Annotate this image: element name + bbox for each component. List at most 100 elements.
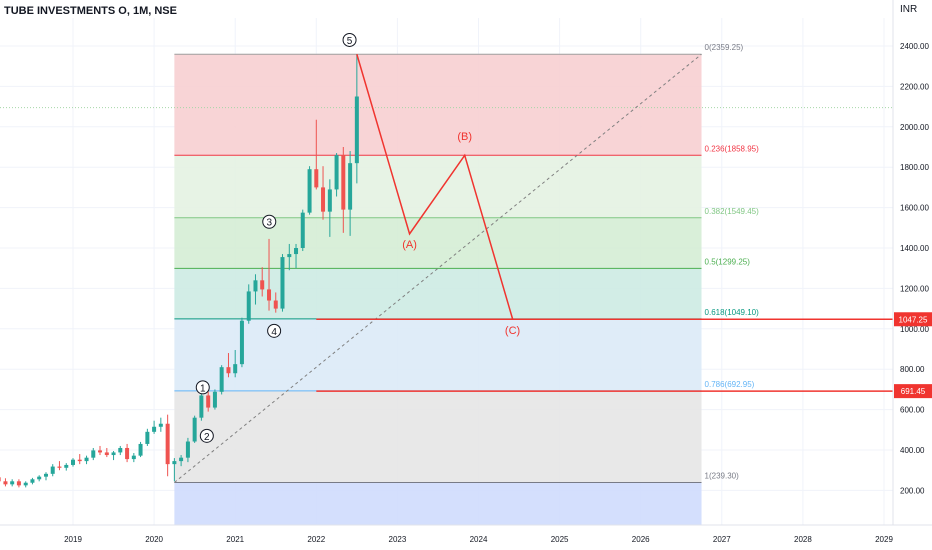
fib-band xyxy=(174,217,702,269)
y-tick-label: 2000.00 xyxy=(900,123,929,132)
price-tag-label: 691.45 xyxy=(901,387,926,396)
fib-level-label: 0.382(1549.45) xyxy=(705,207,760,216)
candle-body xyxy=(246,291,251,321)
candle-body xyxy=(354,96,359,164)
candle-body xyxy=(185,441,190,458)
candle-body xyxy=(71,459,75,465)
candle-body xyxy=(253,280,258,292)
candle-body xyxy=(307,169,312,213)
candle-body xyxy=(192,417,197,442)
currency-label: INR xyxy=(900,4,918,15)
fib-level-label: 0(2359.25) xyxy=(705,43,744,52)
candle-body xyxy=(267,289,272,301)
candle-body xyxy=(287,254,292,258)
x-tick-label: 2028 xyxy=(794,535,812,544)
fib-level-label: 0.786(692.95) xyxy=(705,380,755,389)
x-tick-label: 2022 xyxy=(307,535,325,544)
candle-body xyxy=(57,466,62,468)
candle-body xyxy=(314,169,319,188)
y-tick-label: 1000.00 xyxy=(900,325,929,334)
fib-band xyxy=(174,482,702,525)
projection-path xyxy=(356,54,514,320)
candle-body xyxy=(30,479,35,483)
candle-body xyxy=(294,248,299,255)
candle-body xyxy=(199,395,204,418)
y-tick-label: 1200.00 xyxy=(900,284,929,293)
candle-body xyxy=(138,443,143,456)
candle-body xyxy=(50,466,55,474)
chart-title: TUBE INVESTMENTS O, 1M, NSE xyxy=(4,5,177,17)
x-tick-label: 2020 xyxy=(145,535,163,544)
candle-body xyxy=(125,447,130,460)
candle-body xyxy=(3,481,8,485)
candle-body xyxy=(280,257,285,309)
fib-band xyxy=(174,155,702,218)
x-tick-label: 2023 xyxy=(389,535,407,544)
y-tick-label: 400.00 xyxy=(900,446,925,455)
candle-body xyxy=(165,423,170,465)
candle-body xyxy=(239,320,244,365)
wave-label: 5 xyxy=(347,36,353,47)
candle-body xyxy=(206,395,211,408)
candle-body xyxy=(348,163,353,210)
wave-label: 4 xyxy=(271,327,277,338)
y-tick-label: 1400.00 xyxy=(900,244,929,253)
wave-label-circle xyxy=(342,32,357,47)
candle-body xyxy=(16,481,21,486)
y-tick-label: 1800.00 xyxy=(900,163,929,172)
fib-level-label: 1(239.30) xyxy=(705,471,740,480)
fib-band xyxy=(174,390,702,483)
candle-body xyxy=(212,391,217,408)
fib-band xyxy=(174,54,702,156)
x-tick-label: 2029 xyxy=(875,535,893,544)
candle-body xyxy=(98,450,103,453)
candle-body xyxy=(77,459,82,462)
wave-label: 1 xyxy=(200,383,206,394)
candle-body xyxy=(118,447,123,453)
y-tick-label: 1600.00 xyxy=(900,204,929,213)
candle-body xyxy=(0,477,1,482)
fib-level-label: 0.618(1049.10) xyxy=(705,308,760,317)
price-tag xyxy=(894,312,932,327)
candle-body xyxy=(321,187,326,212)
wave-label-circle xyxy=(267,323,282,338)
candle-body xyxy=(158,423,163,427)
candle-body xyxy=(111,452,116,456)
candle-body xyxy=(23,482,28,486)
candle-body xyxy=(226,367,231,374)
projection-label: (A) xyxy=(402,239,417,251)
wave-label-circle xyxy=(195,380,210,395)
candle-body xyxy=(179,457,184,462)
projection-label: (C) xyxy=(505,325,520,337)
candle-body xyxy=(172,461,177,465)
candle-body xyxy=(91,450,96,458)
candle-body xyxy=(273,300,278,309)
candle-body xyxy=(10,481,15,485)
projection-label: (B) xyxy=(457,131,472,143)
x-tick-label: 2019 xyxy=(64,535,82,544)
candle-body xyxy=(104,452,109,456)
fib-band xyxy=(174,268,702,319)
candle-body xyxy=(334,155,339,190)
price-tag-label: 1047.25 xyxy=(899,315,928,324)
wave-label-circle xyxy=(199,428,214,443)
candle-body xyxy=(300,212,305,248)
candle-body xyxy=(131,455,136,460)
y-tick-label: 600.00 xyxy=(900,406,925,415)
wave-label: 3 xyxy=(266,218,272,229)
price-tag xyxy=(894,384,932,399)
candle-body xyxy=(219,367,224,392)
trend-line xyxy=(174,53,702,483)
x-tick-label: 2025 xyxy=(551,535,569,544)
fib-level-label: 0.5(1299.25) xyxy=(705,257,751,266)
y-tick-label: 2400.00 xyxy=(900,42,929,51)
fib-band xyxy=(174,318,702,391)
y-tick-label: 2200.00 xyxy=(900,82,929,91)
candle-body xyxy=(152,426,157,432)
wave-label-circle xyxy=(262,214,277,229)
candle-body xyxy=(341,155,346,210)
y-tick-label: 200.00 xyxy=(900,486,925,495)
x-tick-label: 2024 xyxy=(470,535,488,544)
candle-body xyxy=(84,457,89,462)
